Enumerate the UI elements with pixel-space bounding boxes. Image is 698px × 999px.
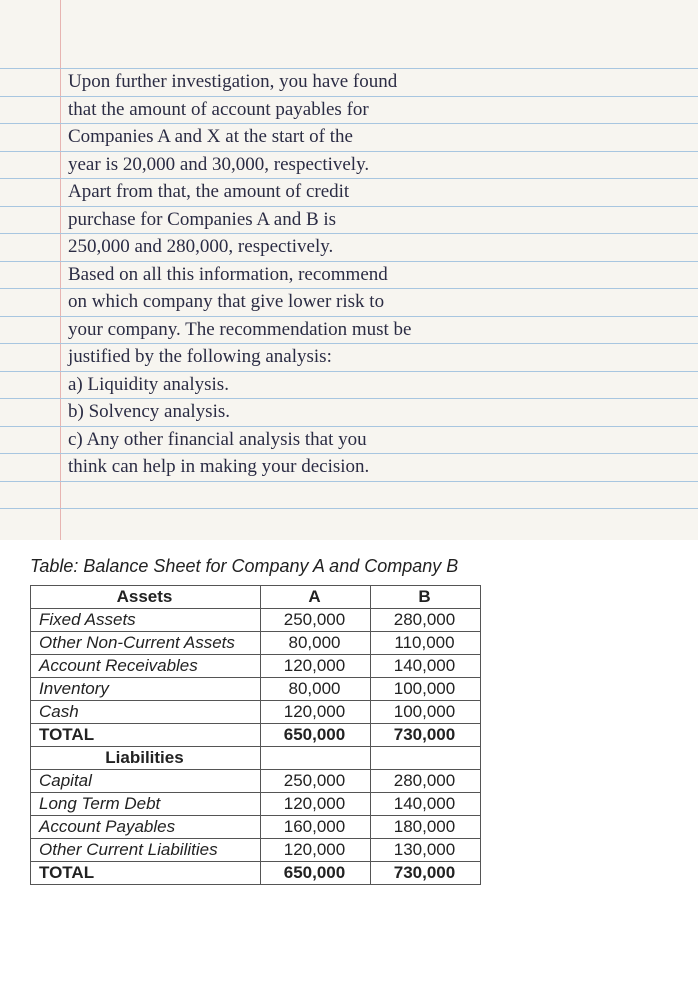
row-val-b: 140,000 (371, 655, 481, 678)
assets-total-label: TOTAL (31, 724, 261, 747)
col-header-b: B (371, 586, 481, 609)
col-header-assets: Assets (31, 586, 261, 609)
table-header-row: Assets A B (31, 586, 481, 609)
handwriting-line: year is 20,000 and 30,000, respectively. (68, 151, 678, 179)
row-val-b: 280,000 (371, 770, 481, 793)
row-val-b: 280,000 (371, 609, 481, 632)
row-val-b: 110,000 (371, 632, 481, 655)
assets-total-a: 650,000 (261, 724, 371, 747)
assets-total-row: TOTAL 650,000 730,000 (31, 724, 481, 747)
row-val-a: 80,000 (261, 678, 371, 701)
liab-total-label: TOTAL (31, 862, 261, 885)
row-val-a: 80,000 (261, 632, 371, 655)
row-label: Fixed Assets (31, 609, 261, 632)
table-row: Capital250,000280,000 (31, 770, 481, 793)
handwriting-line: justified by the following analysis: (68, 343, 678, 371)
handwriting-line: b) Solvency analysis. (68, 398, 678, 426)
table-row: Long Term Debt120,000140,000 (31, 793, 481, 816)
row-label: Account Receivables (31, 655, 261, 678)
handwriting-line: 250,000 and 280,000, respectively. (68, 233, 678, 261)
table-row: Account Receivables120,000140,000 (31, 655, 481, 678)
row-label: Other Current Liabilities (31, 839, 261, 862)
row-val-b: 100,000 (371, 701, 481, 724)
row-val-a: 250,000 (261, 770, 371, 793)
liab-total-row: TOTAL 650,000 730,000 (31, 862, 481, 885)
notebook-area: Upon further investigation, you have fou… (0, 0, 698, 540)
handwriting-line: a) Liquidity analysis. (68, 371, 678, 399)
handwriting-line: that the amount of account payables for (68, 96, 678, 124)
handwriting-line: Companies A and X at the start of the (68, 123, 678, 151)
table-row: Inventory80,000100,000 (31, 678, 481, 701)
handwriting-line: your company. The recommendation must be (68, 316, 678, 344)
table-row: Other Non-Current Assets80,000110,000 (31, 632, 481, 655)
col-header-a: A (261, 586, 371, 609)
table-row: Fixed Assets250,000280,000 (31, 609, 481, 632)
row-label: Other Non-Current Assets (31, 632, 261, 655)
handwriting-line: on which company that give lower risk to (68, 288, 678, 316)
row-val-a: 250,000 (261, 609, 371, 632)
row-val-b: 130,000 (371, 839, 481, 862)
liab-total-a: 650,000 (261, 862, 371, 885)
row-label: Cash (31, 701, 261, 724)
row-label: Long Term Debt (31, 793, 261, 816)
handwriting-line: c) Any other financial analysis that you (68, 426, 678, 454)
row-label: Account Payables (31, 816, 261, 839)
assets-total-b: 730,000 (371, 724, 481, 747)
row-label: Inventory (31, 678, 261, 701)
table-row: Account Payables160,000180,000 (31, 816, 481, 839)
row-val-b: 100,000 (371, 678, 481, 701)
handwriting-line: purchase for Companies A and B is (68, 206, 678, 234)
liabilities-header: Liabilities (31, 747, 261, 770)
handwriting-line: Based on all this information, recommend (68, 261, 678, 289)
row-val-a: 120,000 (261, 839, 371, 862)
row-val-a: 120,000 (261, 701, 371, 724)
handwritten-text: Upon further investigation, you have fou… (68, 68, 678, 481)
row-label: Capital (31, 770, 261, 793)
handwriting-line: Apart from that, the amount of credit (68, 178, 678, 206)
row-val-a: 120,000 (261, 655, 371, 678)
liab-total-b: 730,000 (371, 862, 481, 885)
liabilities-header-row: Liabilities (31, 747, 481, 770)
margin-line (60, 0, 61, 540)
row-val-a: 160,000 (261, 816, 371, 839)
row-val-b: 180,000 (371, 816, 481, 839)
table-row: Cash120,000100,000 (31, 701, 481, 724)
page: Upon further investigation, you have fou… (0, 0, 698, 999)
handwriting-line: Upon further investigation, you have fou… (68, 68, 678, 96)
row-val-a: 120,000 (261, 793, 371, 816)
handwriting-line: think can help in making your decision. (68, 453, 678, 481)
table-row: Other Current Liabilities120,000130,000 (31, 839, 481, 862)
row-val-b: 140,000 (371, 793, 481, 816)
table-caption: Table: Balance Sheet for Company A and C… (30, 556, 698, 577)
balance-sheet-table: Assets A B Fixed Assets250,000280,000Oth… (30, 585, 481, 885)
